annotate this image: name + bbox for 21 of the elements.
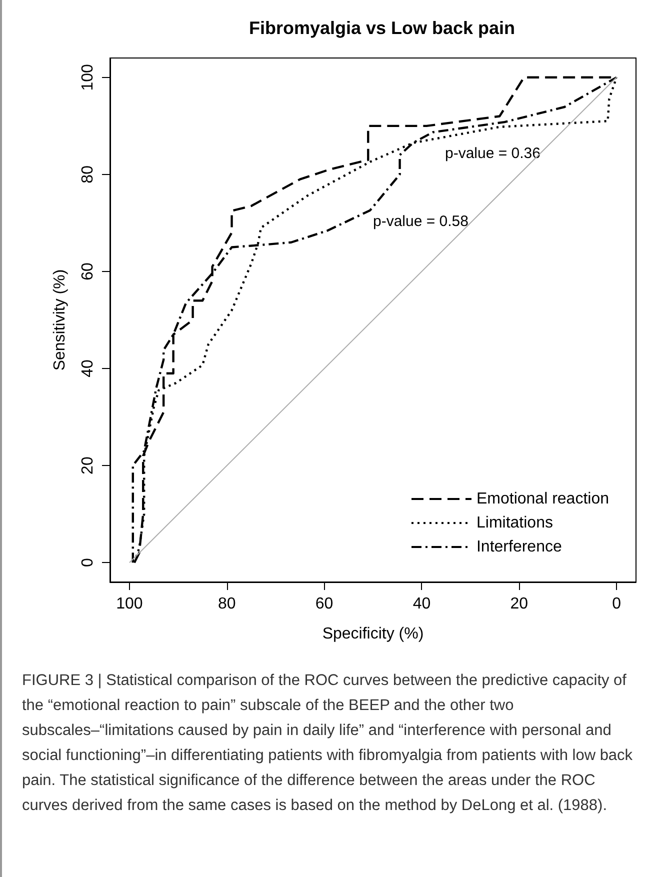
legend-label: Emotional reaction (476, 490, 609, 508)
x-tick-label: 0 (612, 596, 622, 612)
x-tick-label: 20 (510, 596, 528, 612)
x-tick-label: 100 (116, 596, 143, 612)
y-tick-label: 80 (80, 165, 96, 184)
y-tick-label: 0 (80, 558, 96, 568)
annotation: p-value = 0.36 (445, 145, 540, 162)
caption: FIGURE 3 | Statistical comparison of the ROC curves between the predictive capacity of the “emotional reaction to pain” subscale of the BEEP and the other two subscales–“limitations caused by pain in daily life” and “interference with personal and social functioning”–in differentiating patients with fibromyalgia from patients with low back pain. The statistical significance of the difference between the areas under the ROC curves derived from the same cases is based on the method by DeLong et al. (1988). (22, 671, 634, 816)
y-tick-label: 100 (80, 64, 96, 91)
x-tick-label: 60 (315, 596, 334, 612)
y-tick-label: 20 (80, 456, 96, 474)
x-axis-title: Specificity (%) (322, 626, 424, 642)
y-tick-label: 40 (80, 360, 96, 378)
y-tick-label: 60 (80, 262, 96, 280)
chart-title: Fibromyalgia vs Low back pain (248, 18, 516, 38)
legend-label: Limitations (476, 514, 553, 532)
x-tick-label: 80 (218, 596, 236, 612)
legend-label: Interference (476, 538, 562, 556)
annotation: p-value = 0.58 (373, 213, 468, 230)
y-axis-title: Sensitivity (%) (52, 269, 68, 371)
x-tick-label: 40 (412, 596, 431, 612)
